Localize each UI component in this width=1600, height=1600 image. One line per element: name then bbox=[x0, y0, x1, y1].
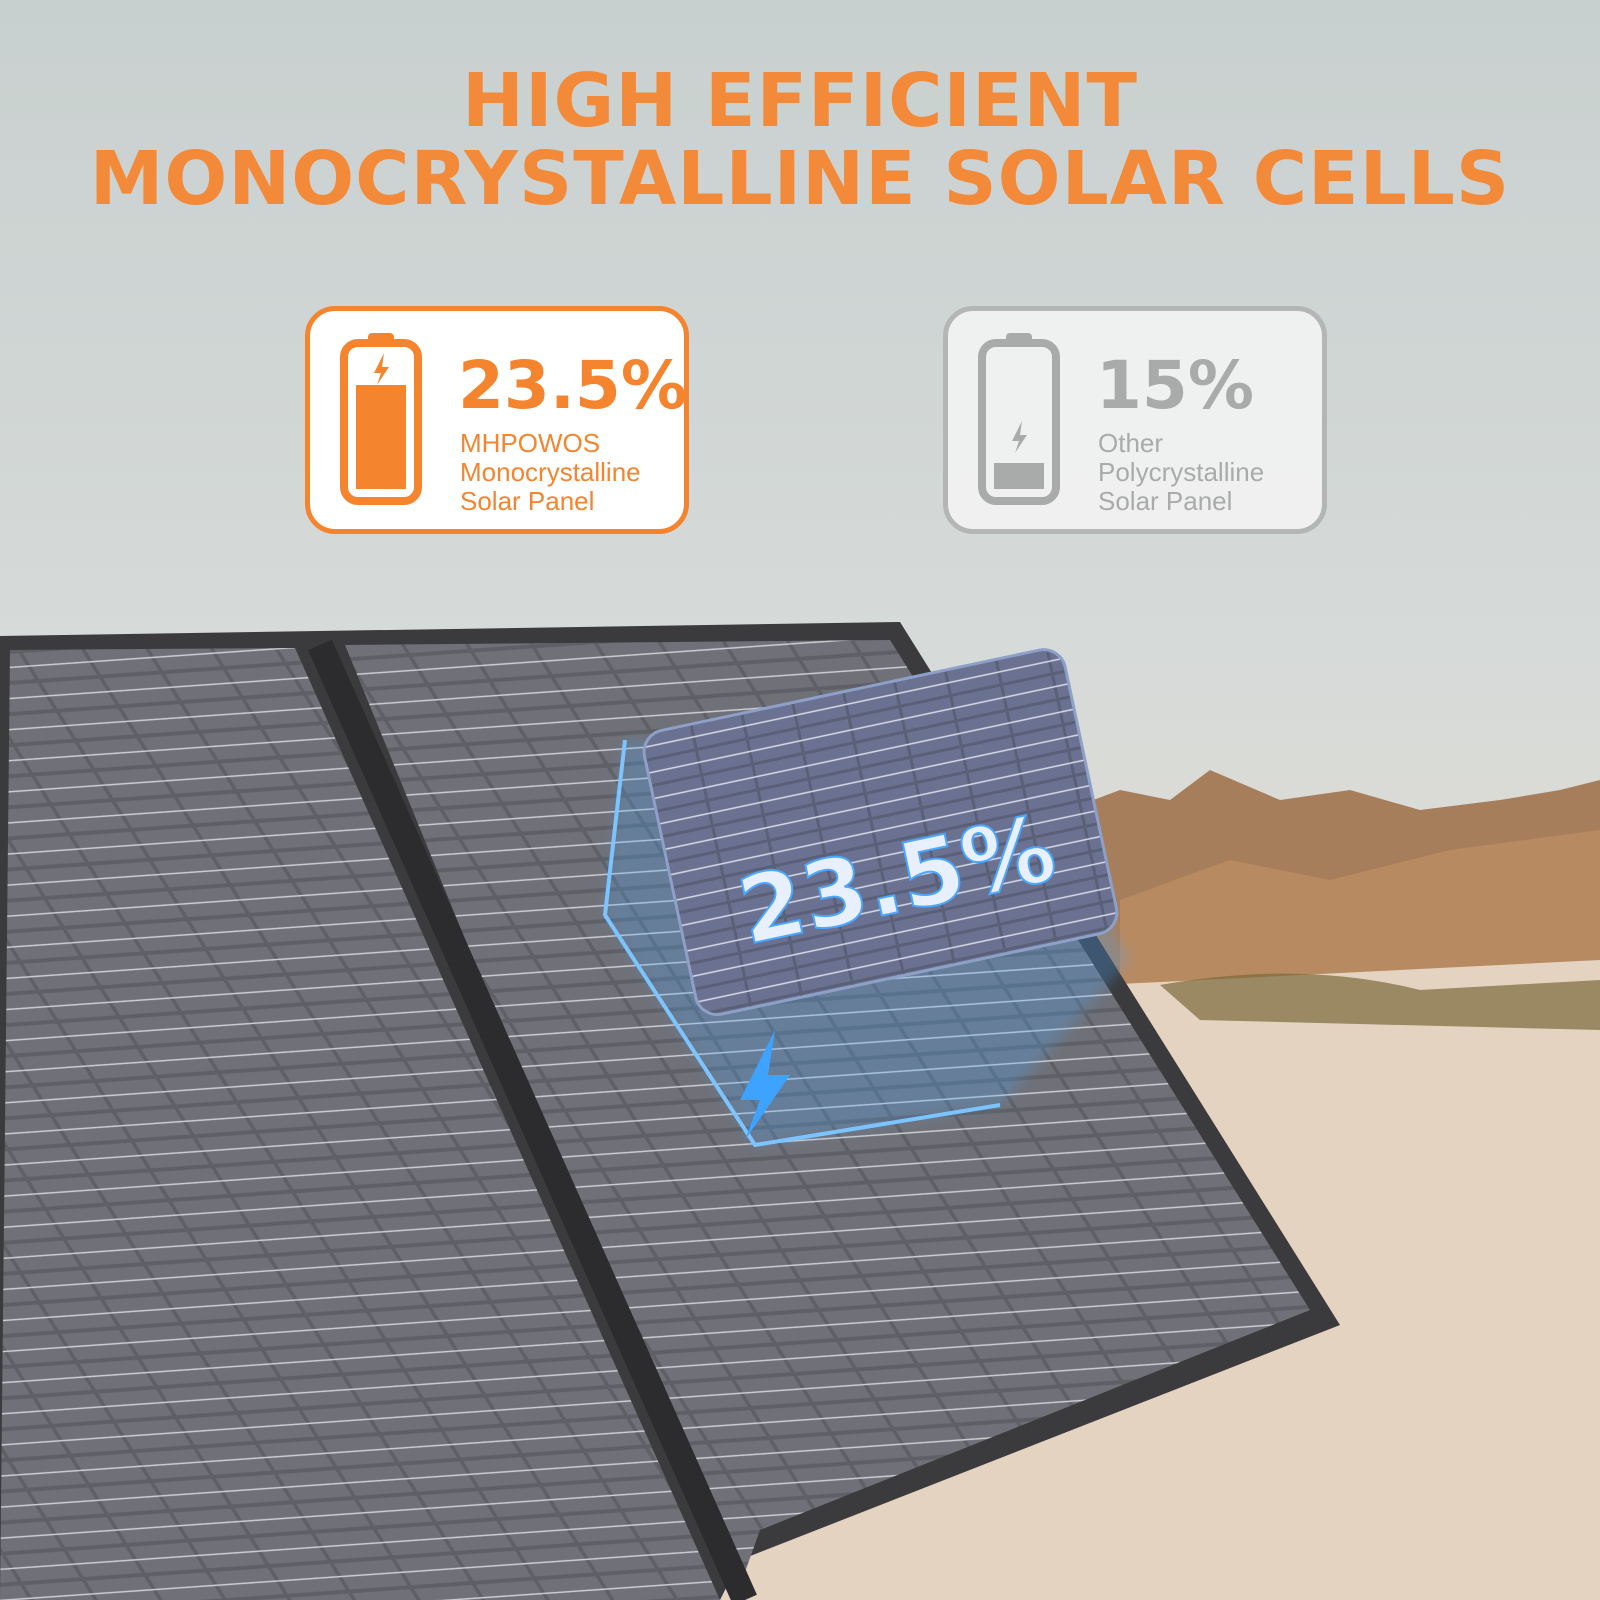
battery-low-icon bbox=[978, 333, 1060, 505]
product-label: Solar Panel bbox=[1098, 486, 1233, 516]
brand-label: MHPOWOS bbox=[460, 428, 601, 458]
brand-label: Other bbox=[1098, 428, 1164, 458]
efficiency-value: 23.5% bbox=[458, 347, 687, 424]
cell-type-label: Monocrystalline bbox=[460, 457, 641, 487]
headline-line2: MONOCRYSTALLINE SOLAR CELLS bbox=[89, 136, 1511, 222]
other-efficiency-card: 15% Other Polycrystalline Solar Panel bbox=[943, 306, 1327, 534]
efficiency-value: 15% bbox=[1096, 347, 1254, 424]
battery-charging-icon bbox=[340, 333, 422, 505]
cell-type-label: Polycrystalline bbox=[1098, 457, 1265, 487]
headline-line1: HIGH EFFICIENT bbox=[462, 58, 1138, 144]
floating-cell bbox=[602, 648, 1130, 1148]
mhpowos-efficiency-card: 23.5% MHPOWOS Monocrystalline Solar Pane… bbox=[305, 306, 689, 534]
lightning-bolt-icon bbox=[740, 1030, 790, 1140]
product-label: Solar Panel bbox=[460, 486, 595, 516]
